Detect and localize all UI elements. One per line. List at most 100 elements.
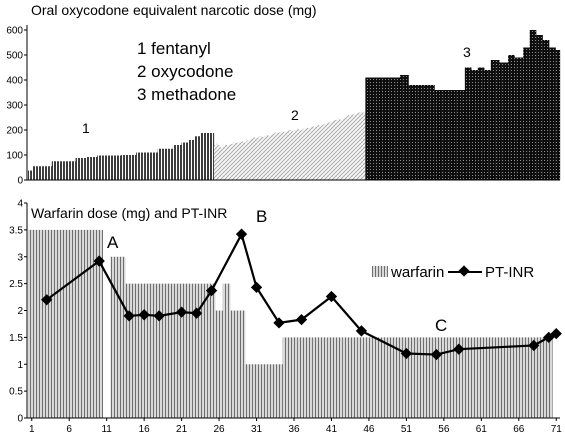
methadone-bar: [514, 57, 517, 180]
methadone-bar: [503, 62, 507, 180]
pt-inr-line: [41, 228, 562, 361]
pt-inr-point: [250, 281, 263, 294]
fentanyl-bar: [92, 157, 96, 180]
fentanyl-bar: [140, 152, 143, 180]
warfarin-bar: [492, 337, 501, 419]
fentanyl-bar: [90, 157, 94, 180]
fentanyl-bar: [97, 155, 100, 180]
fentanyl-bar: [207, 133, 210, 180]
oxycodone-bar: [239, 142, 243, 180]
oxycodone-bar: [222, 146, 225, 180]
fentanyl-bar: [196, 136, 199, 180]
oxycodone-bar: [302, 128, 305, 180]
oxycodone-bar: [335, 120, 338, 180]
fentanyl-bar: [203, 133, 206, 180]
warfarin-bar: [200, 283, 208, 419]
oxycodone-bar: [356, 113, 360, 180]
methadone-bar: [551, 47, 554, 180]
warfarin-bar: [252, 364, 261, 418]
fentanyl-bar: [118, 155, 122, 180]
fentanyl-bar: [190, 140, 193, 180]
warfarin-bar: [327, 337, 336, 419]
pt-inr-point: [138, 309, 150, 321]
fentanyl-bar: [142, 152, 145, 180]
fentanyl-bar: [177, 145, 180, 180]
methadone-bar: [479, 67, 483, 180]
methadone-bar: [389, 77, 392, 180]
oxycodone-bar: [274, 132, 277, 180]
y-tick-label: 1.5: [9, 333, 23, 344]
fentanyl-bar: [149, 152, 152, 180]
fentanyl-bar: [49, 166, 52, 180]
methadone-bar: [454, 90, 457, 180]
warfarin-bar: [147, 283, 156, 419]
methadone-bar: [538, 35, 541, 180]
fentanyl-bar: [69, 161, 72, 180]
oxycodone-bar: [345, 116, 349, 180]
fentanyl-bar: [34, 166, 37, 180]
methadone-bar: [499, 62, 502, 180]
pt-inr-point: [295, 313, 308, 326]
methadone-bar: [482, 67, 485, 180]
fentanyl-bar: [129, 155, 132, 180]
methadone-bar: [445, 90, 448, 180]
fentanyl-bar: [84, 158, 87, 180]
methadone-bar: [534, 30, 537, 180]
warfarin-bar: [155, 283, 163, 419]
fentanyl-bar: [125, 155, 128, 180]
fentanyl-bar: [164, 148, 167, 180]
drug-key-methadone: 3 methadone: [137, 85, 236, 104]
region-label-methadone: 3: [463, 44, 471, 60]
methadone-bar: [471, 70, 474, 180]
x-tick-label: 31: [251, 424, 263, 435]
annotation-b: B: [256, 207, 267, 226]
warfarin-bar: [35, 229, 44, 419]
methadone-bar: [495, 60, 498, 180]
oxycodone-bar: [313, 127, 316, 180]
methadone-bar: [365, 77, 368, 180]
oxycodone-bar: [248, 140, 251, 180]
warfarin-panel: Warfarin dose (mg) and PT-INR 0 0.5 1 1.5 2 2…: [9, 199, 562, 436]
methadone-bar: [540, 35, 543, 180]
warfarin-bar: [372, 337, 381, 419]
methadone-bar: [449, 90, 453, 180]
fentanyl-bar: [185, 142, 189, 180]
oxycodone-bar: [291, 131, 295, 180]
fentanyl-bar: [40, 166, 44, 180]
methadone-bar: [486, 70, 489, 180]
drug-key-oxycodone: 2 oxycodone: [137, 62, 233, 81]
methadone-bar: [473, 70, 476, 180]
methadone-bar: [412, 85, 416, 180]
methadone-bar: [469, 67, 472, 180]
methadone-bar: [529, 30, 533, 180]
x-tick-label: 66: [513, 424, 525, 435]
oxycodone-bar: [294, 130, 297, 180]
annotation-a: A: [107, 233, 119, 252]
methadone-bar: [477, 67, 481, 180]
opioid-y-ticks: 0 100 200 300 400 500 600: [6, 26, 27, 187]
pt-inr-point: [325, 290, 338, 303]
oxycodone-bar: [330, 121, 334, 180]
y-tick-label: 0: [17, 176, 23, 187]
x-tick-label: 41: [326, 424, 338, 435]
oxycodone-bar: [261, 137, 264, 180]
warfarin-bar: [305, 337, 313, 419]
x-tick-label: 56: [438, 424, 450, 435]
warfarin-bar: [28, 229, 36, 419]
oxycodone-bar: [352, 114, 355, 180]
y-tick-label: 4: [17, 199, 23, 210]
fentanyl-bar: [179, 145, 182, 180]
methadone-bar: [547, 40, 550, 180]
methadone-bar: [374, 77, 377, 180]
warfarin-bar: [380, 337, 388, 419]
oxycodone-bar: [326, 123, 329, 180]
methadone-bar: [555, 50, 558, 180]
methadone-bar: [512, 55, 515, 180]
fentanyl-bar: [88, 157, 91, 180]
oxycodone-bar: [259, 136, 262, 180]
methadone-bar: [417, 85, 420, 180]
warfarin-bar: [522, 337, 531, 419]
fentanyl-bar: [183, 142, 187, 180]
fentanyl-bar: [133, 155, 137, 180]
